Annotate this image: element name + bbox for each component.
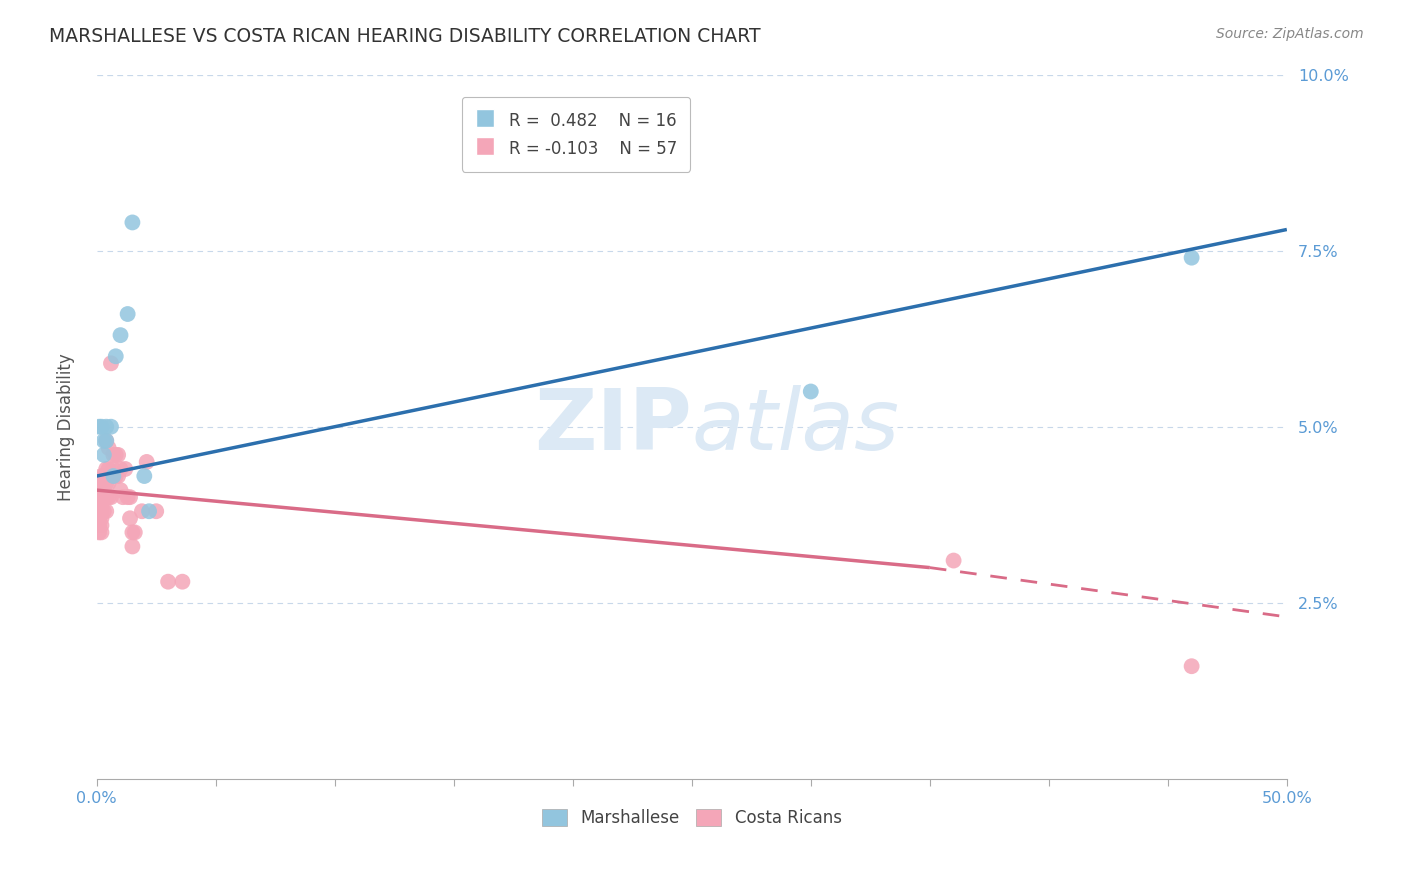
Point <box>103 462 125 476</box>
Point <box>172 574 194 589</box>
Point <box>90 525 112 540</box>
Point <box>90 490 112 504</box>
Point <box>93 469 115 483</box>
Point <box>96 434 118 448</box>
Point <box>121 215 143 229</box>
Point <box>121 525 143 540</box>
Point <box>87 518 110 533</box>
Point <box>90 476 112 491</box>
Point <box>104 469 127 483</box>
Point <box>87 525 110 540</box>
Point <box>157 574 180 589</box>
Point <box>107 469 129 483</box>
Point <box>87 476 110 491</box>
Point <box>97 462 120 476</box>
Text: ZIP: ZIP <box>534 385 692 468</box>
Point <box>124 525 146 540</box>
Point <box>114 462 136 476</box>
Point <box>118 490 141 504</box>
Point <box>145 504 167 518</box>
Point <box>118 511 141 525</box>
Legend: Marshallese, Costa Ricans: Marshallese, Costa Ricans <box>536 803 848 834</box>
Point <box>942 553 965 567</box>
Point <box>87 511 110 525</box>
Point <box>104 448 127 462</box>
Point <box>110 462 132 476</box>
Point <box>103 448 125 462</box>
Point <box>97 476 120 491</box>
Point <box>90 419 112 434</box>
Point <box>104 349 127 363</box>
Point <box>93 434 115 448</box>
Point <box>90 511 112 525</box>
Point <box>138 504 160 518</box>
Point <box>1181 251 1204 265</box>
Point <box>97 441 120 455</box>
Point <box>135 455 157 469</box>
Point <box>87 504 110 518</box>
Point <box>87 419 110 434</box>
Point <box>87 497 110 511</box>
Point <box>131 504 153 518</box>
Text: atlas: atlas <box>692 385 900 468</box>
Point <box>96 434 118 448</box>
Point <box>93 504 115 518</box>
Point <box>96 490 118 504</box>
Point <box>110 328 132 343</box>
Point <box>90 518 112 533</box>
Point <box>1347 645 1369 659</box>
Point <box>107 448 129 462</box>
Point <box>97 490 120 504</box>
Point <box>93 448 115 462</box>
Y-axis label: Hearing Disability: Hearing Disability <box>58 353 75 500</box>
Point <box>90 469 112 483</box>
Text: MARSHALLESE VS COSTA RICAN HEARING DISABILITY CORRELATION CHART: MARSHALLESE VS COSTA RICAN HEARING DISAB… <box>49 27 761 45</box>
Point <box>100 419 122 434</box>
Point <box>100 490 122 504</box>
Point <box>117 307 139 321</box>
Point <box>87 490 110 504</box>
Point <box>93 490 115 504</box>
Point <box>93 483 115 497</box>
Point <box>117 490 139 504</box>
Point <box>90 504 112 518</box>
Point <box>800 384 823 399</box>
Point <box>96 476 118 491</box>
Point <box>96 462 118 476</box>
Point <box>103 469 125 483</box>
Point <box>111 490 134 504</box>
Point <box>1181 659 1204 673</box>
Text: Source: ZipAtlas.com: Source: ZipAtlas.com <box>1216 27 1364 41</box>
Point <box>110 483 132 497</box>
Point <box>121 540 143 554</box>
Point <box>90 497 112 511</box>
Point <box>100 469 122 483</box>
Point <box>100 356 122 370</box>
Point <box>96 504 118 518</box>
Point <box>96 419 118 434</box>
Point <box>134 469 156 483</box>
Point <box>87 483 110 497</box>
